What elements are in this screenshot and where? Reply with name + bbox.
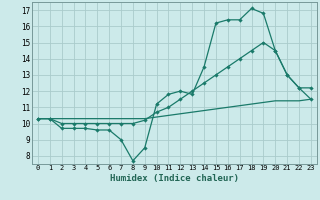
X-axis label: Humidex (Indice chaleur): Humidex (Indice chaleur) bbox=[110, 174, 239, 183]
